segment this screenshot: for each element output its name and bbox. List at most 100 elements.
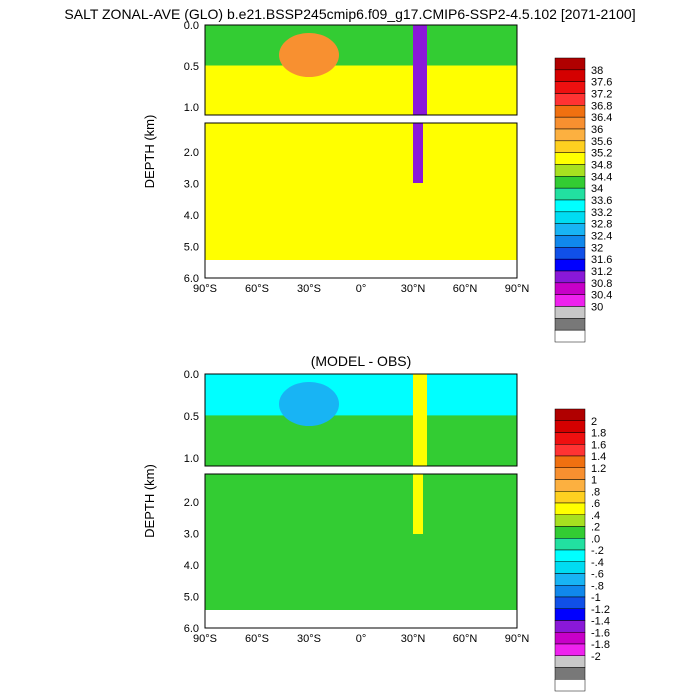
colorbar-swatch — [554, 491, 586, 504]
colorbar-swatch — [554, 294, 586, 307]
colorbar-label: .0 — [591, 533, 600, 545]
x-tick-label: 0° — [356, 633, 367, 645]
y-tick-label: 2.0 — [184, 147, 199, 159]
x-tick-label: 30°N — [401, 283, 426, 295]
colorbar-label: 37.2 — [591, 89, 612, 101]
upper-field — [205, 374, 517, 466]
y-tick-label: 0.5 — [184, 61, 199, 73]
colorbar-label: 34.4 — [591, 171, 612, 183]
colorbar-swatch — [554, 573, 586, 586]
y-tick-label: 5.0 — [184, 242, 199, 254]
colorbar-label: -1.8 — [591, 639, 610, 651]
y-axis-label: DEPTH (km) — [142, 115, 157, 189]
colorbar-swatch — [554, 247, 586, 260]
upper-frame — [204, 373, 518, 467]
y-tick-label: 2.0 — [184, 497, 199, 509]
y-tick-label: 4.0 — [184, 560, 199, 572]
colorbar-swatch — [554, 176, 586, 189]
colorbar-label: 36 — [591, 124, 603, 136]
colorbar-swatch — [554, 199, 586, 213]
x-tick-label: 30°N — [401, 633, 426, 645]
colorbar-swatch — [554, 105, 586, 118]
colorbar-swatch — [554, 128, 586, 142]
field-high-salinity-tongue — [279, 33, 339, 77]
colorbar-label: 30.8 — [591, 278, 612, 290]
colorbar-swatch — [554, 164, 586, 177]
panel-title: (MODEL - OBS) — [311, 353, 412, 369]
y-tick-label: 5.0 — [184, 592, 199, 604]
x-tick-label: 0° — [356, 283, 367, 295]
colorbar: 21.81.61.41.21.8.6.4.2.0-.2-.4-.6-.8-1-1… — [554, 408, 610, 692]
colorbar-swatch — [554, 306, 586, 319]
colorbar-swatch — [554, 329, 586, 343]
colorbar-label: .8 — [591, 486, 600, 498]
colorbar-swatch — [554, 187, 586, 201]
colorbar-swatch — [554, 561, 586, 574]
colorbar-label: 38 — [591, 65, 603, 77]
colorbar-label: 30 — [591, 302, 603, 314]
colorbar-swatch — [554, 585, 586, 598]
field-background — [205, 474, 517, 610]
y-tick-label: 0.5 — [184, 411, 199, 423]
upper-frame — [204, 24, 518, 116]
x-tick-label: 60°S — [245, 283, 269, 295]
y-tick-label: 4.0 — [184, 210, 199, 222]
field-mediterranean — [413, 374, 427, 466]
lower-frame — [204, 473, 518, 629]
colorbar-label: -.6 — [591, 569, 604, 581]
colorbar-swatch — [554, 655, 586, 668]
panel-difference: 0.00.51.02.03.04.05.06.090°S 60°S 30°S 0° 30… — [142, 353, 610, 692]
colorbar-swatch — [554, 57, 586, 71]
colorbar-label: -1 — [591, 592, 601, 604]
colorbar: 3837.637.236.836.43635.635.234.834.43433… — [554, 57, 612, 343]
colorbar-swatch — [554, 455, 586, 468]
upper-field — [205, 25, 517, 115]
y-tick-label: 3.0 — [184, 529, 199, 541]
lower-field — [205, 123, 517, 260]
colorbar-label: 1.2 — [591, 463, 606, 475]
x-tick-label: 90°S — [193, 633, 217, 645]
field-arctic-fresh — [413, 25, 427, 115]
colorbar-swatch — [554, 479, 586, 492]
field-mode-water — [279, 382, 339, 426]
field-upper-layer — [205, 374, 517, 416]
colorbar-swatch — [554, 270, 586, 284]
colorbar-label: 1.8 — [591, 428, 606, 440]
colorbar-label: 33.2 — [591, 207, 612, 219]
colorbar-label: 36.8 — [591, 100, 612, 112]
colorbar-label: 30.4 — [591, 290, 612, 302]
colorbar-label: 31.6 — [591, 254, 612, 266]
colorbar-swatch — [554, 502, 586, 515]
colorbar-label: 32 — [591, 242, 603, 254]
colorbar-label: 35.6 — [591, 136, 612, 148]
colorbar-label: -1.6 — [591, 627, 610, 639]
colorbar-label: -2 — [591, 651, 601, 663]
colorbar-swatch — [554, 596, 586, 609]
field-arctic-fresh — [413, 123, 423, 183]
colorbar-swatch — [554, 258, 586, 272]
colorbar-label: 35.2 — [591, 148, 612, 160]
figure-title: SALT ZONAL-AVE (GLO) b.e21.BSSP245cmip6.… — [64, 6, 635, 22]
x-tick-label: 30°S — [297, 283, 321, 295]
colorbar-swatch — [554, 408, 586, 421]
colorbar-swatch — [554, 632, 586, 645]
colorbar-label: .6 — [591, 498, 600, 510]
colorbar-label: 33.6 — [591, 195, 612, 207]
colorbar-label: 31.2 — [591, 266, 612, 278]
lower-frame — [204, 122, 518, 279]
colorbar-swatch — [554, 643, 586, 656]
colorbar-swatch — [554, 69, 586, 82]
field-mediterranean — [413, 474, 423, 534]
colorbar-label: 37.6 — [591, 77, 612, 89]
colorbar-swatch — [554, 549, 586, 562]
colorbar-swatch — [554, 679, 586, 692]
colorbar-swatch — [554, 538, 586, 551]
colorbar-label: 1.6 — [591, 439, 606, 451]
colorbar-swatch — [554, 223, 586, 236]
x-tick-label: 90°N — [505, 283, 530, 295]
colorbar-label: 34 — [591, 183, 603, 195]
panel-absolute: 0.0 0.5 1.0 2.0 3.0 4.0 5.0 6.090°S 60°S 30°S 0° 30… — [142, 20, 612, 343]
colorbar-swatch — [554, 514, 586, 527]
colorbar-swatch — [554, 608, 586, 621]
